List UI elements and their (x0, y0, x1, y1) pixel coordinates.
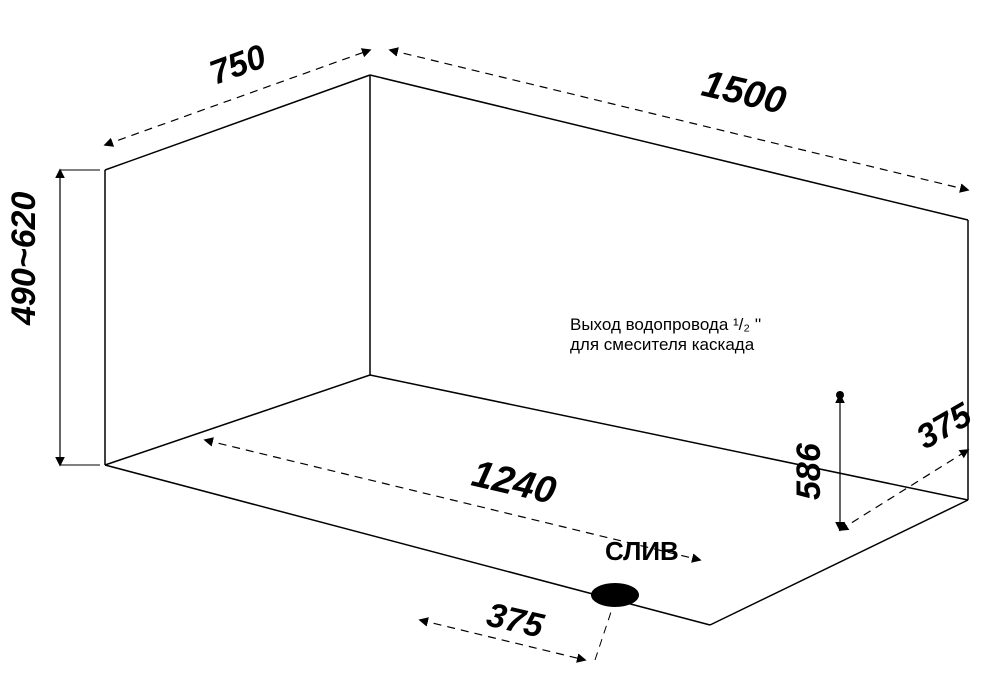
drain-marker: СЛИВ (591, 536, 679, 660)
edge-bot_front_left-bot_back_left (105, 375, 370, 465)
dim-1500: 1500 (390, 50, 968, 190)
dim-750-label: 750 (205, 37, 271, 92)
plumbing-outlet-marker (836, 391, 844, 399)
dim-586-label: 586 (790, 442, 828, 500)
dim-1500-label: 1500 (698, 63, 790, 123)
dim-375-bottom: 375 (420, 596, 585, 660)
dim-1240-label: 1240 (468, 453, 560, 513)
edge-bot_front_right-bot_back_right (710, 500, 968, 625)
edge-top_front_left-top_back_left (105, 75, 370, 170)
edge-bot_back_left-bot_back_right (370, 375, 968, 500)
note-line-1: Выход водопровода ¹/₂ '' (570, 315, 761, 334)
dim-750: 750 (105, 37, 370, 145)
dim-375-right: 375 (840, 395, 979, 530)
drain-ellipse (591, 583, 639, 607)
dim-height: 490~620 (5, 170, 100, 465)
dim-586: 586 (790, 395, 840, 530)
drain-label: СЛИВ (605, 536, 679, 566)
isometric-tub-diagram: 750 1500 490~620 1240 375 586 375 СЛИВ Выход в… (0, 0, 1000, 699)
note-line-2: для смесителя каскада (570, 335, 755, 354)
note-text: Выход водопровода ¹/₂ ''для смесителя ка… (570, 315, 844, 399)
box-edges (105, 75, 968, 625)
edge-top_back_left-top_back_right (370, 75, 968, 220)
dim-height-label: 490~620 (5, 192, 43, 326)
